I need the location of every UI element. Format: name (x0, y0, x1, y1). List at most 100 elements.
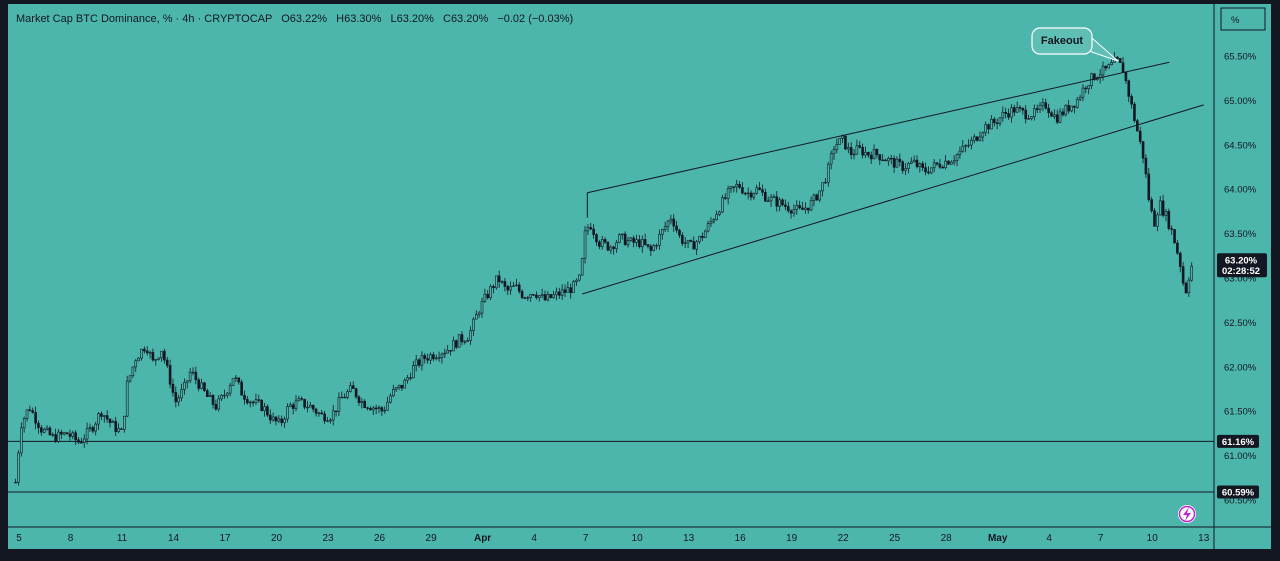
candle-body-up (512, 285, 515, 287)
candle-body-up (1078, 96, 1082, 100)
candle-body-down (28, 409, 32, 411)
candle-body-down (801, 207, 804, 210)
fakeout-callout[interactable]: Fakeout (1031, 27, 1119, 62)
plot-area[interactable] (8, 4, 1214, 527)
candle-body-up (1101, 65, 1105, 76)
candle-body-down (65, 432, 69, 435)
candle-body-down (1024, 109, 1028, 120)
candle-body-up (895, 158, 899, 168)
candle-body-down (363, 400, 366, 408)
percent-scale-button[interactable]: % (1220, 7, 1266, 31)
tradingview-lightning-icon[interactable] (1178, 505, 1196, 523)
candle-body-up (729, 186, 733, 189)
candle-body-up (19, 427, 23, 454)
candle-body-down (786, 206, 790, 212)
candle-body-up (500, 281, 504, 283)
price-tick-label: 61.50% (1224, 407, 1257, 418)
candle-body-up (228, 385, 232, 394)
candle-body-up (955, 154, 959, 161)
candle-body-up (254, 399, 258, 403)
candle-body-up (51, 434, 55, 436)
candle-body-up (600, 239, 604, 247)
candle-body-up (1058, 111, 1062, 123)
candle-body-down (935, 162, 939, 165)
candle-body-up (125, 380, 129, 417)
candle-body-up (841, 135, 844, 139)
candle-body-down (291, 404, 295, 409)
symbol-legend[interactable]: Market Cap BTC Dominance, % · 4h · CRYPT… (16, 13, 573, 25)
candle-body-down (120, 428, 123, 430)
candle-body-down (409, 377, 412, 379)
time-tick-label: 16 (735, 533, 747, 544)
candle-body-up (406, 377, 409, 381)
candle-body-down (927, 171, 930, 174)
candle-body-up (234, 377, 238, 379)
time-scale[interactable] (8, 527, 1271, 549)
candle-body-up (683, 242, 687, 244)
candle-body-up (695, 241, 698, 250)
time-tick-label: 17 (219, 533, 231, 544)
candle-body-up (546, 294, 550, 301)
candle-body-up (403, 379, 407, 389)
candle-body-up (360, 400, 364, 403)
candle-body-up (560, 289, 564, 296)
bar-countdown-label: 02:28:52 (1222, 266, 1260, 277)
candle-body-up (952, 160, 956, 163)
candle-body-up (220, 394, 223, 400)
candle-body-up (1001, 111, 1005, 119)
candle-body-up (389, 395, 392, 403)
candle-body-down (1121, 62, 1125, 73)
candle-body-up (1064, 105, 1068, 116)
candle-body-up (1038, 104, 1042, 110)
candle-body-down (1118, 58, 1122, 63)
candle-body-down (784, 204, 787, 207)
candle-body-up (620, 233, 624, 236)
time-tick-label: Apr (474, 533, 491, 544)
candle-body-up (208, 395, 212, 397)
candle-body-up (466, 340, 470, 342)
candle-body-down (921, 163, 925, 168)
candle-body-up (655, 245, 658, 247)
candle-body-down (987, 124, 990, 130)
candle-body-down (300, 398, 304, 400)
price-tick-label: 63.50% (1224, 229, 1257, 240)
candle-body-down (878, 154, 882, 161)
candle-body-up (180, 389, 183, 399)
candle-body-up (1070, 105, 1073, 112)
price-tags: 61.16% 60.59% 63.20%02:28:52 (1217, 253, 1267, 499)
candle-body-up (669, 218, 673, 222)
candle-body-down (732, 186, 736, 188)
open-value: 63.22% (290, 13, 328, 25)
candle-body-up (1041, 102, 1045, 106)
time-tick-label: 10 (1147, 533, 1159, 544)
candle-body-up (586, 227, 590, 232)
candle-body-up (1190, 265, 1194, 281)
candle-body-up (191, 371, 195, 374)
candle-body-down (761, 189, 764, 193)
candle-body-up (566, 287, 570, 293)
candle-body-up (658, 234, 661, 246)
candle-body-down (114, 420, 118, 432)
candle-body-up (231, 378, 235, 386)
candle-body-up (85, 428, 89, 440)
candle-body-up (489, 286, 492, 299)
time-tick-label: 25 (889, 533, 901, 544)
candle-body-down (274, 416, 278, 422)
candle-body-down (595, 234, 598, 243)
candle-body-down (884, 159, 887, 162)
last-price-label: 63.20% (1225, 256, 1258, 267)
candlestick-series (14, 51, 1194, 486)
candle-body-up (826, 163, 830, 183)
candle-body-up (309, 405, 312, 408)
trendline-upper-channel (587, 61, 1170, 194)
price-tick-label: 65.50% (1224, 52, 1257, 63)
candle-body-down (1067, 105, 1070, 112)
candle-body-up (832, 149, 836, 155)
candle-body-up (62, 432, 66, 435)
candle-body-up (45, 427, 49, 430)
candle-body-up (663, 226, 667, 230)
candle-body-down (798, 205, 801, 209)
candle-body-down (48, 427, 52, 436)
candle-body-down (503, 281, 507, 287)
